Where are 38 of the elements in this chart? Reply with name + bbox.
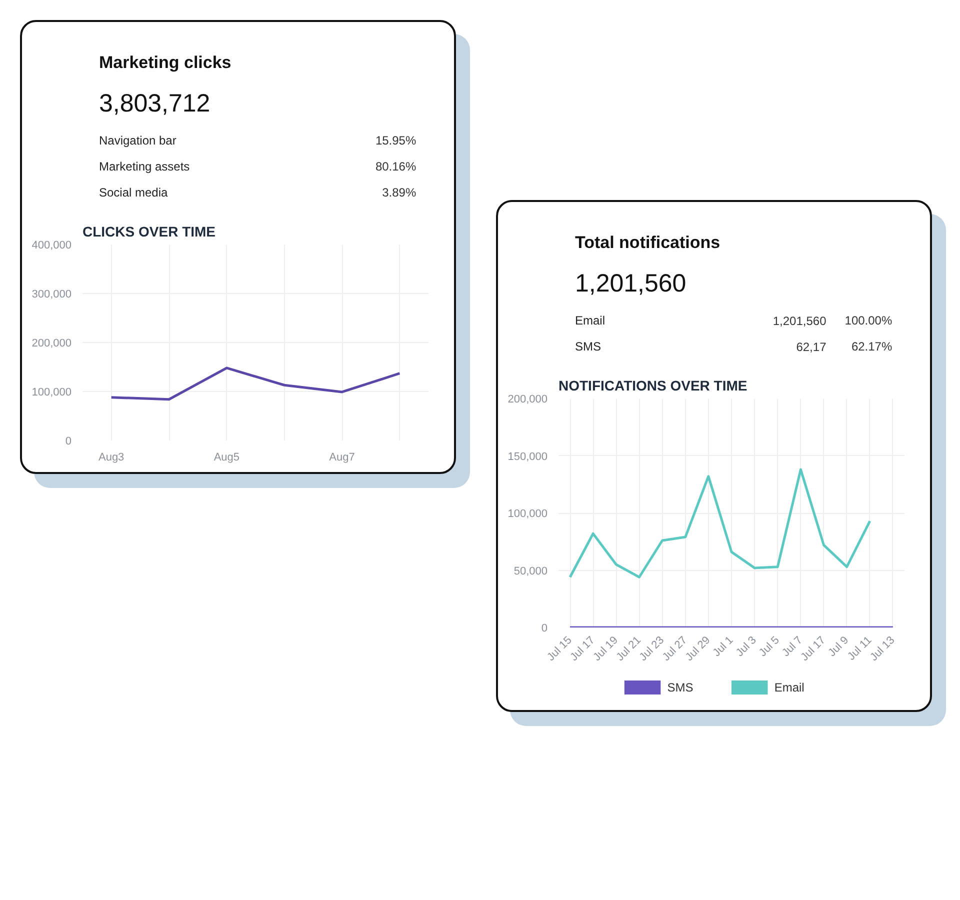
data-label: 62.17%: [851, 340, 892, 354]
y-tick-label: 200,000: [32, 338, 72, 350]
line-series: [110, 366, 401, 401]
y-tick-label: 0: [541, 622, 548, 634]
x-tick-label: Jul 5: [756, 634, 782, 660]
y-tick-label: 100,000: [508, 508, 548, 520]
y-tick-label: 300,000: [32, 288, 72, 300]
y-tick-label: 50,000: [514, 565, 548, 578]
category-label: Marketing assets: [98, 160, 190, 174]
x-tick-label: Aug7: [329, 452, 355, 464]
text: 3,803,712: [98, 90, 210, 118]
category-label: SMS: [574, 340, 601, 354]
data-label: 15.95%: [375, 134, 416, 148]
category-label: Navigation bar: [98, 134, 176, 148]
data-label: 62,17: [796, 340, 827, 354]
y-tick-label: 0: [65, 436, 72, 448]
y-tick-label: 150,000: [508, 450, 548, 463]
chart-title: CLICKS OVER TIME: [82, 224, 216, 240]
x-tick-label: Jul 1: [710, 634, 736, 660]
data-label: 100.00%: [844, 314, 892, 328]
y-tick-label: 100,000: [32, 386, 72, 398]
text: Marketing clicks: [98, 53, 232, 72]
category-label: Social media: [98, 186, 168, 200]
x-tick-label: Jul 3: [734, 634, 759, 660]
data-label: 3.89%: [382, 186, 416, 200]
x-tick-label: Aug3: [98, 452, 124, 464]
category-label: Email: [574, 314, 605, 328]
chart-title: NOTIFICATIONS OVER TIME: [558, 378, 748, 394]
legend-label: SMS: [667, 680, 694, 694]
data-label: 1,201,560: [772, 314, 827, 328]
text: Total notifications: [574, 233, 720, 252]
data-label: 80.16%: [375, 160, 416, 174]
y-tick-label: 400,000: [32, 240, 72, 252]
legend-label: Email: [774, 680, 804, 694]
x-tick-label: Aug5: [214, 452, 240, 464]
text: 1,201,560: [574, 270, 686, 298]
y-tick-label: 200,000: [508, 394, 548, 406]
line-series: [568, 468, 872, 578]
